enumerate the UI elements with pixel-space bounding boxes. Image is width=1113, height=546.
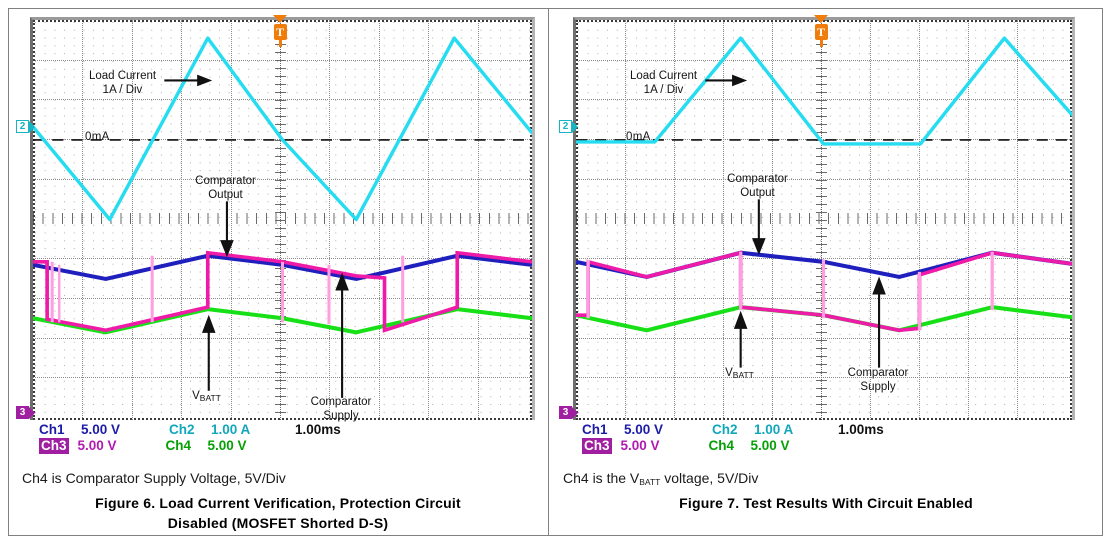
- annotation-comparator-output-line1: Comparator: [727, 173, 788, 185]
- ch4-value: 5.00 V: [207, 438, 247, 453]
- ch4-value: 5.00 V: [750, 438, 790, 453]
- annotation-comparator-supply-line1: Comparator: [310, 396, 372, 408]
- annotation-comparator-output-line2: Output: [208, 188, 243, 201]
- oscilloscope-screen-left[interactable]: T Load Current 1A / Div Comparator Outpu…: [30, 15, 535, 423]
- readout-row-1: Ch1 5.00 V Ch2 1.00 A 1.00ms: [582, 422, 884, 438]
- annotation-load-current-line1: Load Current: [629, 70, 698, 82]
- figure-7-note-pre: Ch4 is the V: [563, 470, 640, 486]
- graticule-right: [576, 20, 1072, 420]
- annotation-comparator-supply: Comparator Supply: [286, 396, 396, 423]
- ch2-value: 1.00 A: [211, 422, 251, 437]
- annotation-load-current-line1: Load Current: [88, 70, 157, 82]
- ch3-value: 5.00 V: [77, 438, 117, 453]
- figure-7-note-post: voltage, 5V/Div: [660, 470, 759, 486]
- ch3-value: 5.00 V: [620, 438, 660, 453]
- figure-7-title-line1: Figure 7. Test Results With Circuit Enab…: [679, 495, 973, 511]
- annotation-arrows: [705, 74, 886, 368]
- trigger-t-label: T: [273, 24, 287, 40]
- trigger-stem: [819, 40, 823, 47]
- ch2-value: 1.00 A: [754, 422, 794, 437]
- trigger-stem: [278, 40, 282, 47]
- waveform-canvas-left: [33, 36, 532, 398]
- ch3-marker-label: 3: [16, 406, 29, 419]
- readout-row-2: Ch3 5.00 V Ch4 5.00 V: [582, 438, 884, 454]
- waveform-canvas-right: [576, 36, 1072, 368]
- annotation-arrows: [164, 74, 349, 398]
- annotation-vbatt: VBATT: [692, 367, 787, 381]
- annotation-comparator-output-line1: Comparator: [195, 175, 256, 187]
- ch2-marker-label: 2: [16, 120, 29, 133]
- figure-7-note-subscript: BATT: [639, 477, 661, 487]
- annotation-load-current: Load Current 1A / Div: [65, 70, 180, 97]
- ch3-position-marker-right[interactable]: 3: [559, 406, 578, 419]
- ch1-value: 5.00 V: [624, 422, 664, 437]
- ch2-load-current-trace: [576, 36, 1072, 146]
- ch3-label: Ch3: [39, 438, 69, 454]
- ch1-label: Ch1: [39, 422, 65, 437]
- ch2-load-current-trace: [33, 36, 532, 222]
- figure-7-panel: T Load Current 1A / Div Comparator Outpu…: [549, 8, 1103, 536]
- annotation-comparator-output-line2: Output: [740, 186, 775, 199]
- panel-divider: [548, 8, 549, 536]
- ch2-marker-tip-icon: [572, 120, 578, 133]
- annotation-comparator-output: Comparator Output: [168, 175, 283, 202]
- scope-readout-left: Ch1 5.00 V Ch2 1.00 A 1.00ms Ch3 5.00 V …: [39, 422, 341, 454]
- ch1-value: 5.00 V: [81, 422, 121, 437]
- zero-current-label: 0mA: [85, 131, 110, 143]
- ch2-label: Ch2: [712, 422, 738, 437]
- ch3-position-marker-left[interactable]: 3: [16, 406, 35, 419]
- annotation-vbatt: VBATT: [159, 390, 254, 404]
- annotation-vbatt-text: V: [725, 367, 733, 379]
- figure-6-title: Figure 6. Load Current Verification, Pro…: [8, 493, 548, 533]
- trigger-marker-left[interactable]: T: [272, 15, 288, 47]
- figure-6-title-line1: Figure 6. Load Current Verification, Pro…: [95, 495, 461, 511]
- ch3-marker-label: 3: [559, 406, 572, 419]
- ch3-marker-tip-icon: [29, 406, 35, 419]
- trigger-marker-right[interactable]: T: [813, 15, 829, 47]
- annotation-vbatt-subscript: BATT: [732, 370, 754, 380]
- annotation-comparator-output: Comparator Output: [700, 173, 815, 200]
- ch2-position-marker-right[interactable]: 2: [559, 120, 578, 133]
- ch3-label: Ch3: [582, 438, 612, 454]
- figure-7-title: Figure 7. Test Results With Circuit Enab…: [549, 493, 1103, 513]
- ch4-label: Ch4: [708, 438, 735, 453]
- ch2-marker-tip-icon: [29, 120, 35, 133]
- timebase-value: 1.00ms: [838, 422, 884, 437]
- figure-6-title-line2: Disabled (MOSFET Shorted D-S): [167, 515, 389, 531]
- oscilloscope-screen-right[interactable]: T Load Current 1A / Div Comparator Outpu…: [573, 15, 1075, 420]
- annotation-vbatt-subscript: BATT: [199, 393, 221, 403]
- ch2-label: Ch2: [169, 422, 195, 437]
- annotation-load-current: Load Current 1A / Div: [606, 70, 721, 97]
- annotation-load-current-line2: 1A / Div: [102, 83, 143, 96]
- figure-6-panel: T Load Current 1A / Div Comparator Outpu…: [8, 8, 548, 536]
- figure-6-note: Ch4 is Comparator Supply Voltage, 5V/Div: [22, 470, 286, 486]
- annotation-load-current-line2: 1A / Div: [643, 83, 684, 96]
- ch4-label: Ch4: [165, 438, 192, 453]
- trigger-triangle-icon: [273, 15, 287, 23]
- ch1-label: Ch1: [582, 422, 608, 437]
- ch2-position-marker-left[interactable]: 2: [16, 120, 35, 133]
- annotation-comparator-supply-line2: Supply: [860, 380, 896, 393]
- annotation-comparator-supply: Comparator Supply: [823, 367, 933, 394]
- readout-row-1: Ch1 5.00 V Ch2 1.00 A 1.00ms: [39, 422, 341, 438]
- readout-row-2: Ch3 5.00 V Ch4 5.00 V: [39, 438, 341, 454]
- trigger-triangle-icon: [814, 15, 828, 23]
- figure-7-note: Ch4 is the VBATT voltage, 5V/Div: [563, 470, 759, 487]
- annotation-comparator-supply-line1: Comparator: [847, 367, 909, 379]
- ch2-marker-label: 2: [559, 120, 572, 133]
- ch3-marker-tip-icon: [572, 406, 578, 419]
- scope-readout-right: Ch1 5.00 V Ch2 1.00 A 1.00ms Ch3 5.00 V …: [582, 422, 884, 454]
- timebase-value: 1.00ms: [295, 422, 341, 437]
- trigger-t-label: T: [814, 24, 828, 40]
- zero-current-label: 0mA: [626, 131, 651, 143]
- annotation-vbatt-text: V: [192, 390, 200, 402]
- annotation-comparator-supply-line2: Supply: [323, 409, 359, 422]
